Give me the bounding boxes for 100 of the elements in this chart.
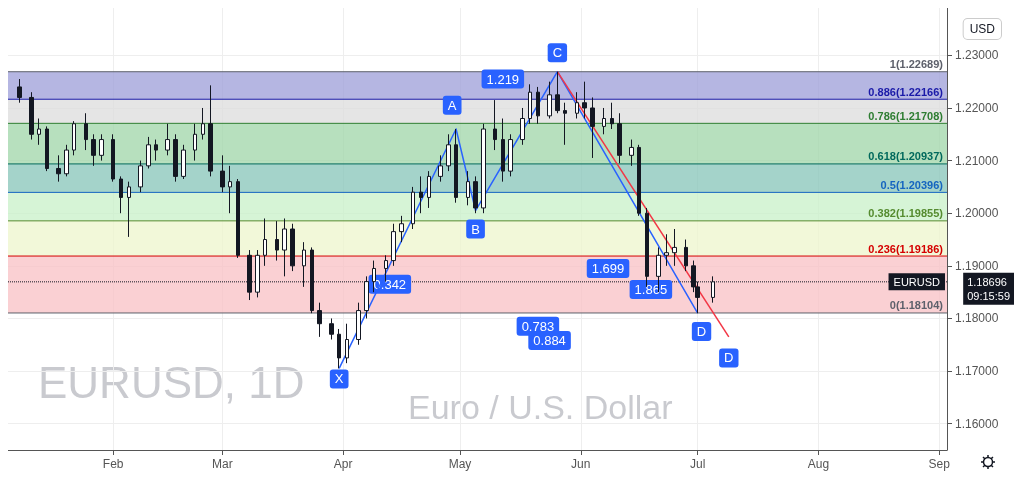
candlestick [282,217,287,277]
candlestick [610,102,614,130]
candlestick [17,78,22,104]
candlestick [473,175,478,214]
candlestick [493,99,497,151]
candlestick [528,83,532,125]
candlestick [208,84,213,177]
annotation: X [334,371,344,387]
candlestick [146,136,151,169]
ref-line-label: 0.618(1.20937) [868,150,944,163]
candlestick [45,125,49,172]
candlestick [582,81,587,119]
candlestick [193,123,197,162]
ref-line-label: 0.786(1.21708) [868,109,944,122]
y-tick-label: 1.16000 [955,416,999,431]
y-tick-label: 1.22000 [955,100,999,115]
candlestick [672,228,677,267]
y-tick-label: 1.21000 [955,153,999,168]
text: 09:15:59 [967,289,1011,302]
candlestick [165,123,170,156]
ref-line-label: 0.886(1.22166) [868,85,944,98]
y-tick-label: 1.19000 [955,258,999,273]
annotation: D [724,350,734,366]
candlestick [391,223,396,267]
candlestick [138,160,143,193]
candlestick [684,239,688,272]
annotation: 0.342 [373,276,407,292]
annotation: C [552,45,563,61]
annotation: 1.219 [486,71,520,87]
candlestick [664,233,669,267]
candlestick [290,223,295,272]
y-tick-label: 1.17000 [955,364,999,379]
candlestick [617,112,622,164]
text: 1.18696 [967,275,1007,288]
candlestick [64,144,69,177]
ref-line-label: 1(1.22689) [889,58,944,71]
x-tick-label: Sep [928,457,951,471]
candlestick [127,181,131,238]
candlestick [399,215,404,243]
annotation: B [471,221,480,237]
annotation: 0.884 [533,333,566,349]
candlestick [629,139,634,167]
candlestick [236,178,240,259]
candlestick [181,144,186,180]
candlestick [536,86,540,125]
candlestick [29,91,34,141]
x-tick-label: Mar [211,457,233,471]
candlestick [72,120,76,156]
candlestick [111,133,115,183]
candlestick [84,112,88,151]
annotation: 1.865 [634,282,668,298]
x-tick-label: Aug [807,457,830,471]
candlestick [454,128,458,204]
x-tick-label: Jul [689,457,706,471]
candlestick [419,175,423,214]
candlestick [575,91,579,119]
text: USD [969,22,996,36]
candlestick [56,154,61,183]
candlestick [372,260,376,293]
candlestick [37,118,41,146]
x-tick-label: Apr [333,457,353,471]
annotation: D [696,324,707,340]
candlestick [119,175,123,214]
candlestick [637,144,641,217]
x-tick-label: May [448,457,472,471]
candlestick [201,107,205,141]
candlestick [520,107,525,146]
candlestick [547,81,552,119]
annotation: A [447,97,457,113]
x-tick-label: Jun [571,457,591,471]
candlestick [501,118,505,183]
candlestick [91,133,96,167]
candlestick [438,154,443,183]
candlestick [446,133,451,172]
candlestick [154,139,158,162]
candlestick [337,328,341,369]
candlestick [220,154,225,193]
candlestick [228,165,232,214]
candlestick [602,107,606,135]
candlestick [563,102,567,146]
candlestick [555,71,560,114]
y-tick-label: 1.23000 [955,48,999,63]
y-tick-label: 1.20000 [955,206,999,221]
candlestick [275,220,279,262]
candlestick [329,317,334,340]
candlestick [411,186,415,230]
candlestick [345,323,349,364]
candlestick [317,302,322,338]
candlestick [263,217,267,267]
candlestick [466,170,470,206]
ref-line-label: 0(1.18104) [889,299,944,312]
candlestick [356,302,361,346]
candlestick [481,123,486,214]
candlestick [173,133,178,183]
candlestick [427,170,431,209]
candlestick [99,133,104,162]
x-tick-label: Feb [102,457,124,471]
candlestick [590,96,595,159]
ref-line-label: 0.5(1.20396) [880,178,944,191]
ref-line-label: 0.382(1.19855) [868,207,944,220]
